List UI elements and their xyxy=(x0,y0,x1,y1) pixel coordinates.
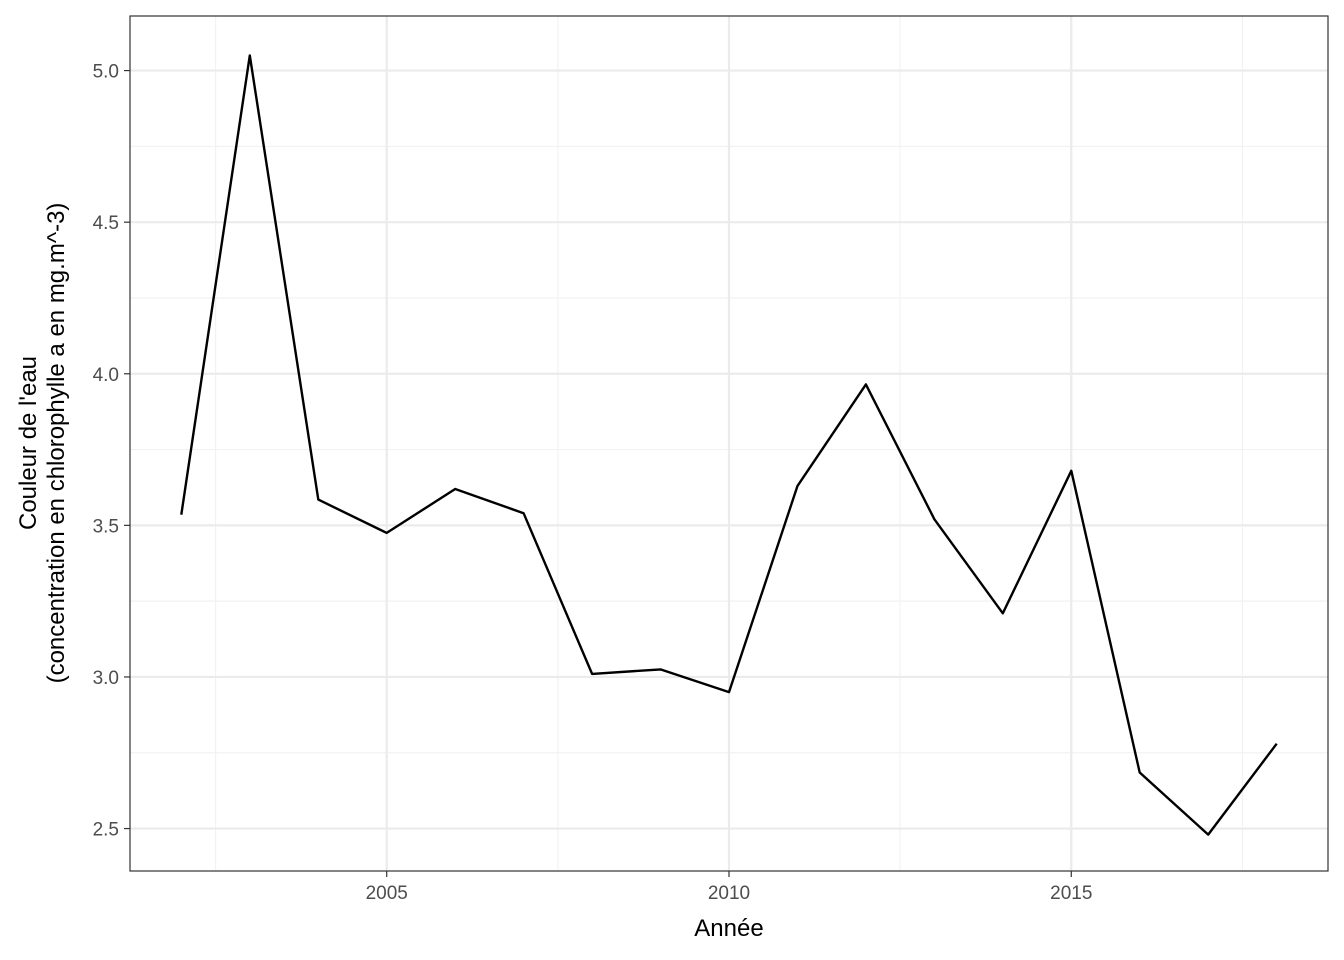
y-tick-label: 4.0 xyxy=(93,365,119,386)
x-tick-label: 2005 xyxy=(366,883,408,904)
y-tick-label: 4.5 xyxy=(93,213,119,234)
x-axis-title: Année xyxy=(694,915,763,942)
y-axis-title-line-1: Couleur de l'eau xyxy=(15,356,42,530)
y-tick-label: 3.0 xyxy=(93,668,119,689)
y-tick-label: 3.5 xyxy=(93,516,119,537)
y-axis-title-line-2: (concentration en chlorophylle a en mg.m… xyxy=(43,203,70,684)
y-axis-title: Couleur de l'eau (concentration en chlor… xyxy=(15,203,70,684)
y-tick-label: 2.5 xyxy=(93,820,119,841)
major-gridlines xyxy=(130,16,1328,871)
series-line xyxy=(180,54,1278,836)
x-axis: 2005 2010 2015 xyxy=(366,871,1092,904)
y-tick-label: 5.0 xyxy=(93,62,119,83)
x-tick-label: 2015 xyxy=(1050,883,1092,904)
x-tick-label: 2010 xyxy=(708,883,750,904)
y-axis: 2.5 3.0 3.5 4.0 4.5 5.0 xyxy=(93,62,130,841)
